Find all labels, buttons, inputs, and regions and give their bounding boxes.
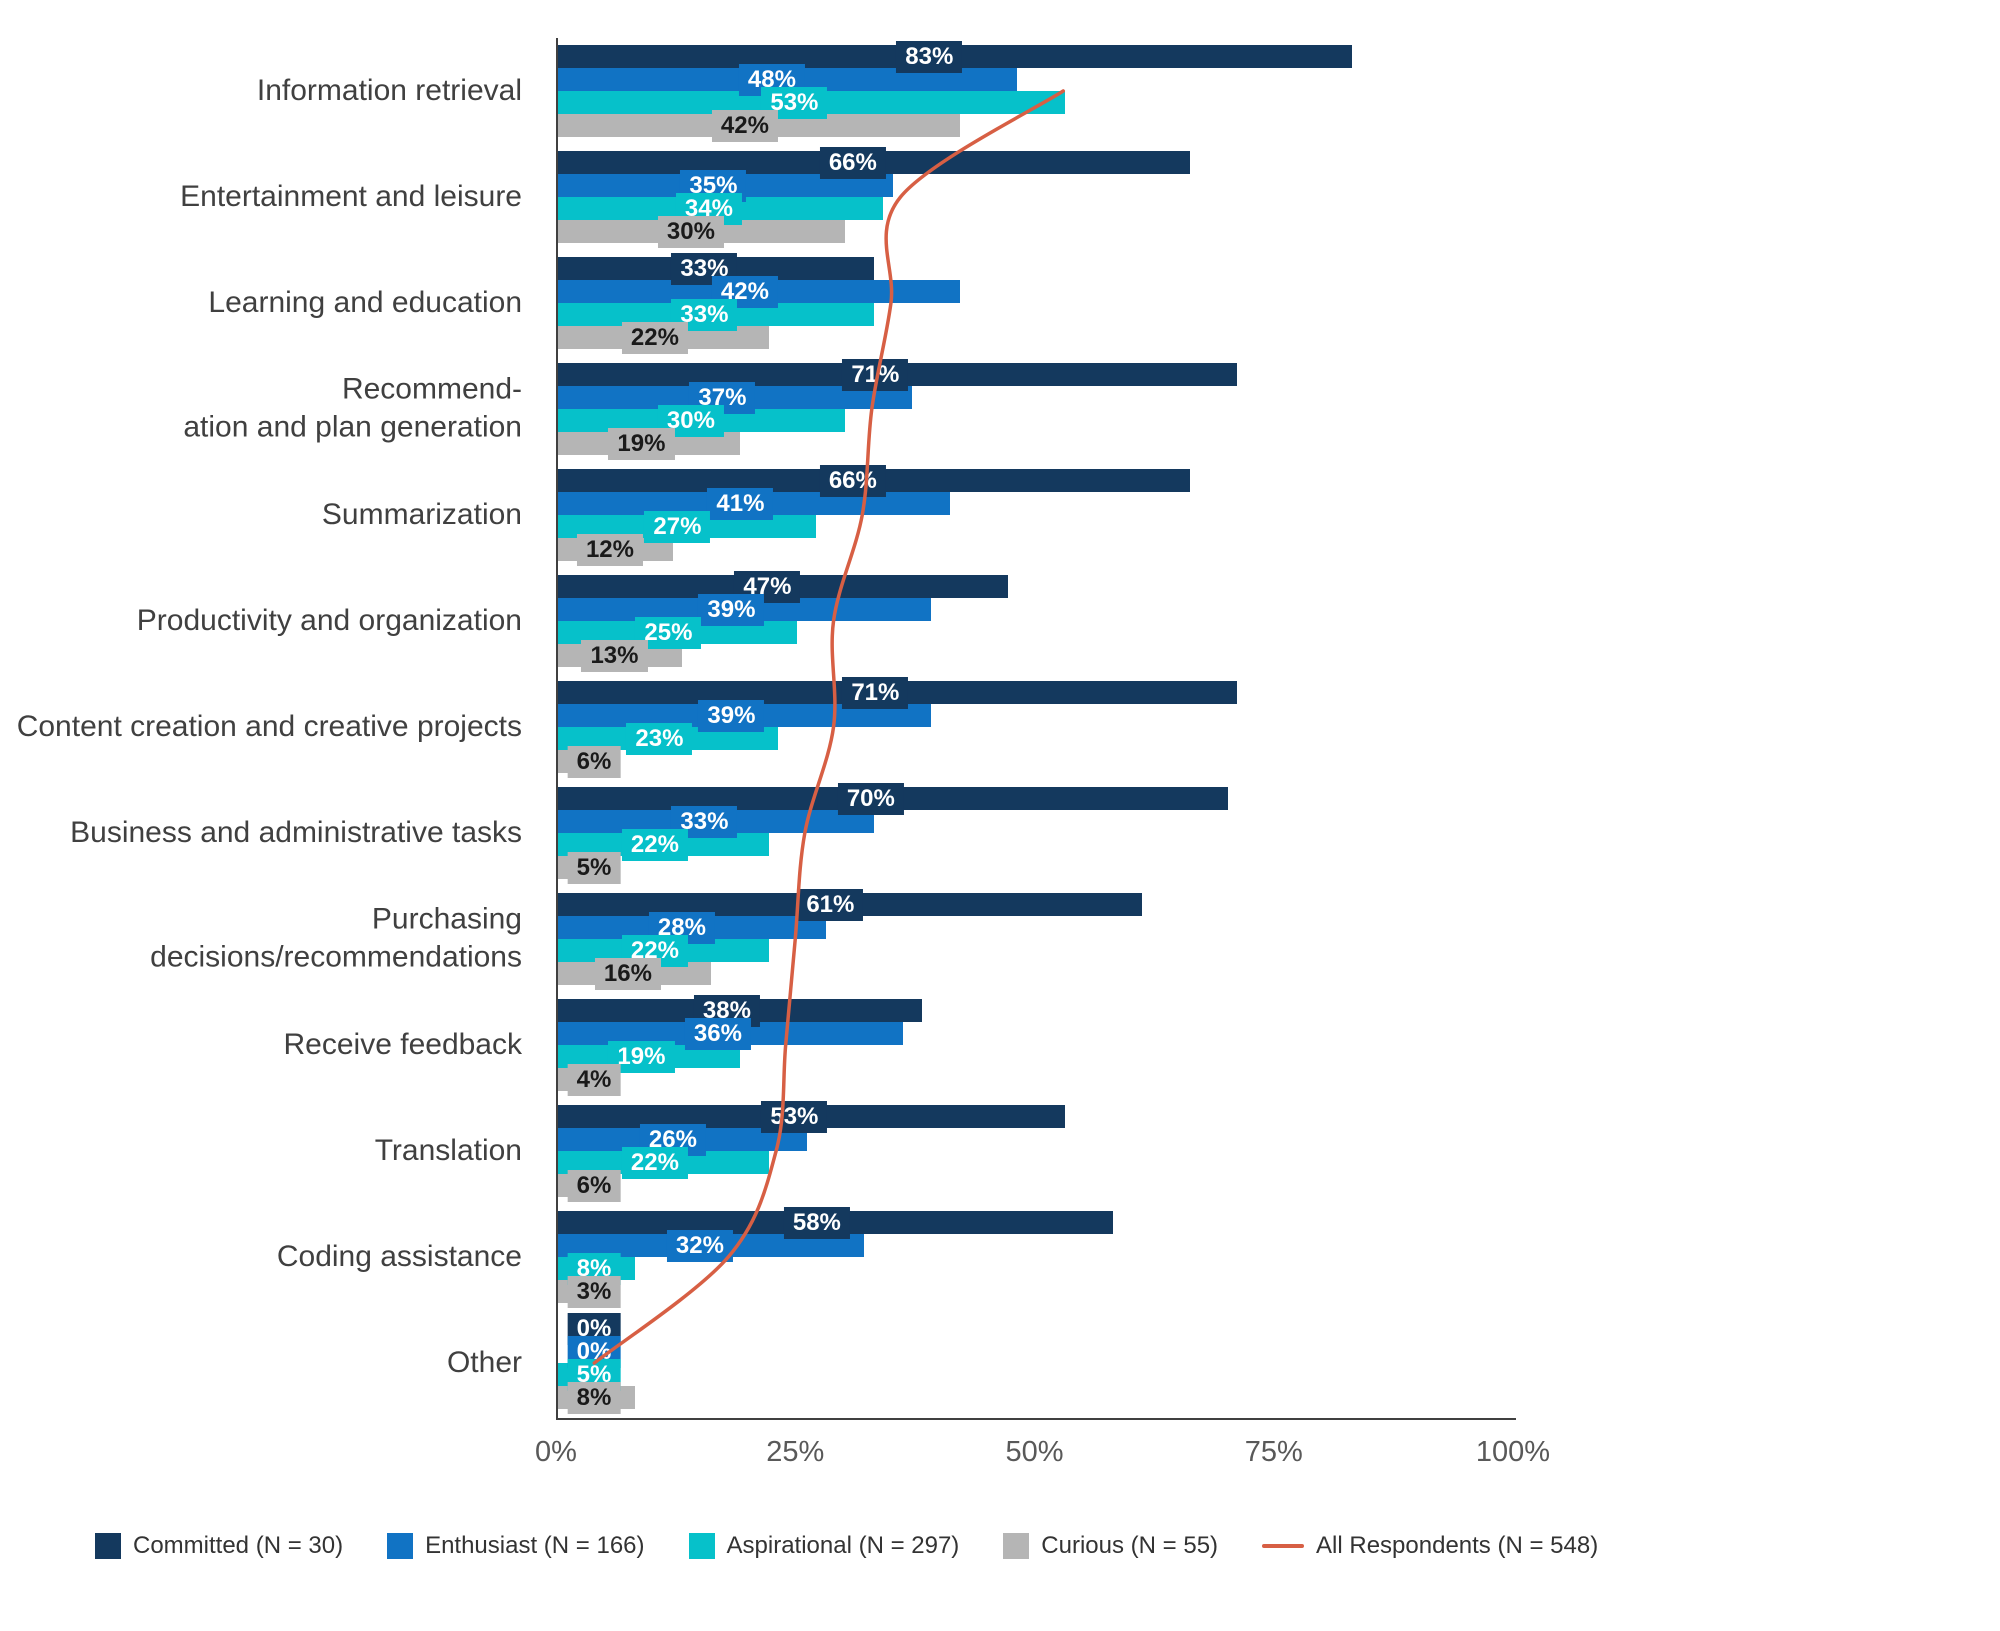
category-label: Content creation and creative projects: [16, 709, 522, 743]
bar-value-label: 39%: [698, 593, 765, 626]
bar-value-label: 4%: [567, 1063, 621, 1096]
bar-value-label: 23%: [626, 722, 693, 755]
category-label: Summarization: [321, 497, 522, 531]
bar-value-label: 39%: [698, 699, 765, 732]
category-label: Recommend- ation and plan generation: [183, 372, 522, 444]
bar-value-label: 22%: [621, 1146, 688, 1179]
bar-value-label: 22%: [621, 828, 688, 861]
legend-swatch-curious: [1003, 1533, 1030, 1559]
legend-label-committed: Committed (N = 30): [133, 1532, 344, 1559]
category-label: Entertainment and leisure: [180, 179, 522, 213]
bar-value-label: 83%: [896, 40, 963, 73]
legend: Committed (N = 30) Enthusiast (N = 166) As…: [95, 1532, 1598, 1560]
legend-swatch-committed: [95, 1533, 121, 1559]
category-label: Business and administrative tasks: [70, 815, 522, 849]
bar-value-label: 70%: [837, 782, 904, 815]
x-axis-line: [556, 1418, 1516, 1420]
bar-value-label: 27%: [644, 510, 711, 543]
category-label: Receive feedback: [283, 1027, 522, 1061]
bar-value-label: 41%: [707, 487, 774, 520]
legend-label-curious: Curious (N = 55): [1041, 1532, 1219, 1559]
legend-item-curious: Curious (N = 55): [1003, 1532, 1218, 1560]
bar-value-label: 42%: [711, 109, 778, 142]
bar-value-label: 71%: [842, 358, 909, 391]
bar-value-label: 3%: [567, 1275, 621, 1308]
category-label: Information retrieval: [256, 73, 522, 107]
bar-value-label: 66%: [819, 146, 886, 179]
legend-item-aspirational: Aspirational (N = 297): [688, 1532, 960, 1560]
legend-item-committed: Committed (N = 30): [95, 1532, 343, 1560]
category-label: Productivity and organization: [136, 603, 522, 637]
bar-value-label: 16%: [594, 957, 661, 990]
bar-value-label: 22%: [621, 321, 688, 354]
legend-swatch-aspirational: [688, 1533, 715, 1559]
legend-item-all-respondents: All Respondents (N = 548): [1262, 1532, 1598, 1560]
x-tick-label: 100%: [1475, 1436, 1551, 1468]
category-label: Purchasing decisions/recommendations: [150, 902, 522, 974]
bar-value-label: 66%: [819, 464, 886, 497]
x-tick-label: 50%: [1005, 1436, 1064, 1468]
bar-value-label: 30%: [657, 215, 724, 248]
legend-label-all-respondents: All Respondents (N = 548): [1316, 1532, 1599, 1559]
bar-value-label: 53%: [761, 1100, 828, 1133]
x-tick-label: 75%: [1244, 1436, 1303, 1468]
bar-value-label: 61%: [797, 888, 864, 921]
bar-value-label: 36%: [684, 1017, 751, 1050]
bar-value-label: 8%: [567, 1381, 621, 1414]
bar-value-label: 32%: [666, 1229, 733, 1262]
bar-value-label: 5%: [567, 851, 621, 884]
bar-value-label: 6%: [567, 1169, 621, 1202]
x-tick-label: 0%: [535, 1436, 577, 1468]
bar-value-label: 6%: [567, 745, 621, 778]
legend-line-icon: [1262, 1544, 1305, 1548]
category-label: Coding assistance: [276, 1239, 522, 1273]
bar-value-label: 58%: [783, 1206, 850, 1239]
category-label: Other: [446, 1345, 522, 1379]
bar-value-label: 12%: [576, 533, 643, 566]
category-label: Learning and education: [208, 285, 522, 319]
legend-item-enthusiast: Enthusiast (N = 166): [387, 1532, 645, 1560]
legend-label-aspirational: Aspirational (N = 297): [726, 1532, 960, 1559]
y-axis-line: [556, 38, 558, 1420]
bar-value-label: 71%: [842, 676, 909, 709]
legend-label-enthusiast: Enthusiast (N = 166): [425, 1532, 645, 1559]
x-tick-label: 25%: [766, 1436, 825, 1468]
bar-value-label: 13%: [581, 639, 648, 672]
legend-swatch-enthusiast: [387, 1533, 414, 1559]
bar-value-label: 19%: [608, 427, 675, 460]
category-label: Translation: [374, 1133, 522, 1167]
